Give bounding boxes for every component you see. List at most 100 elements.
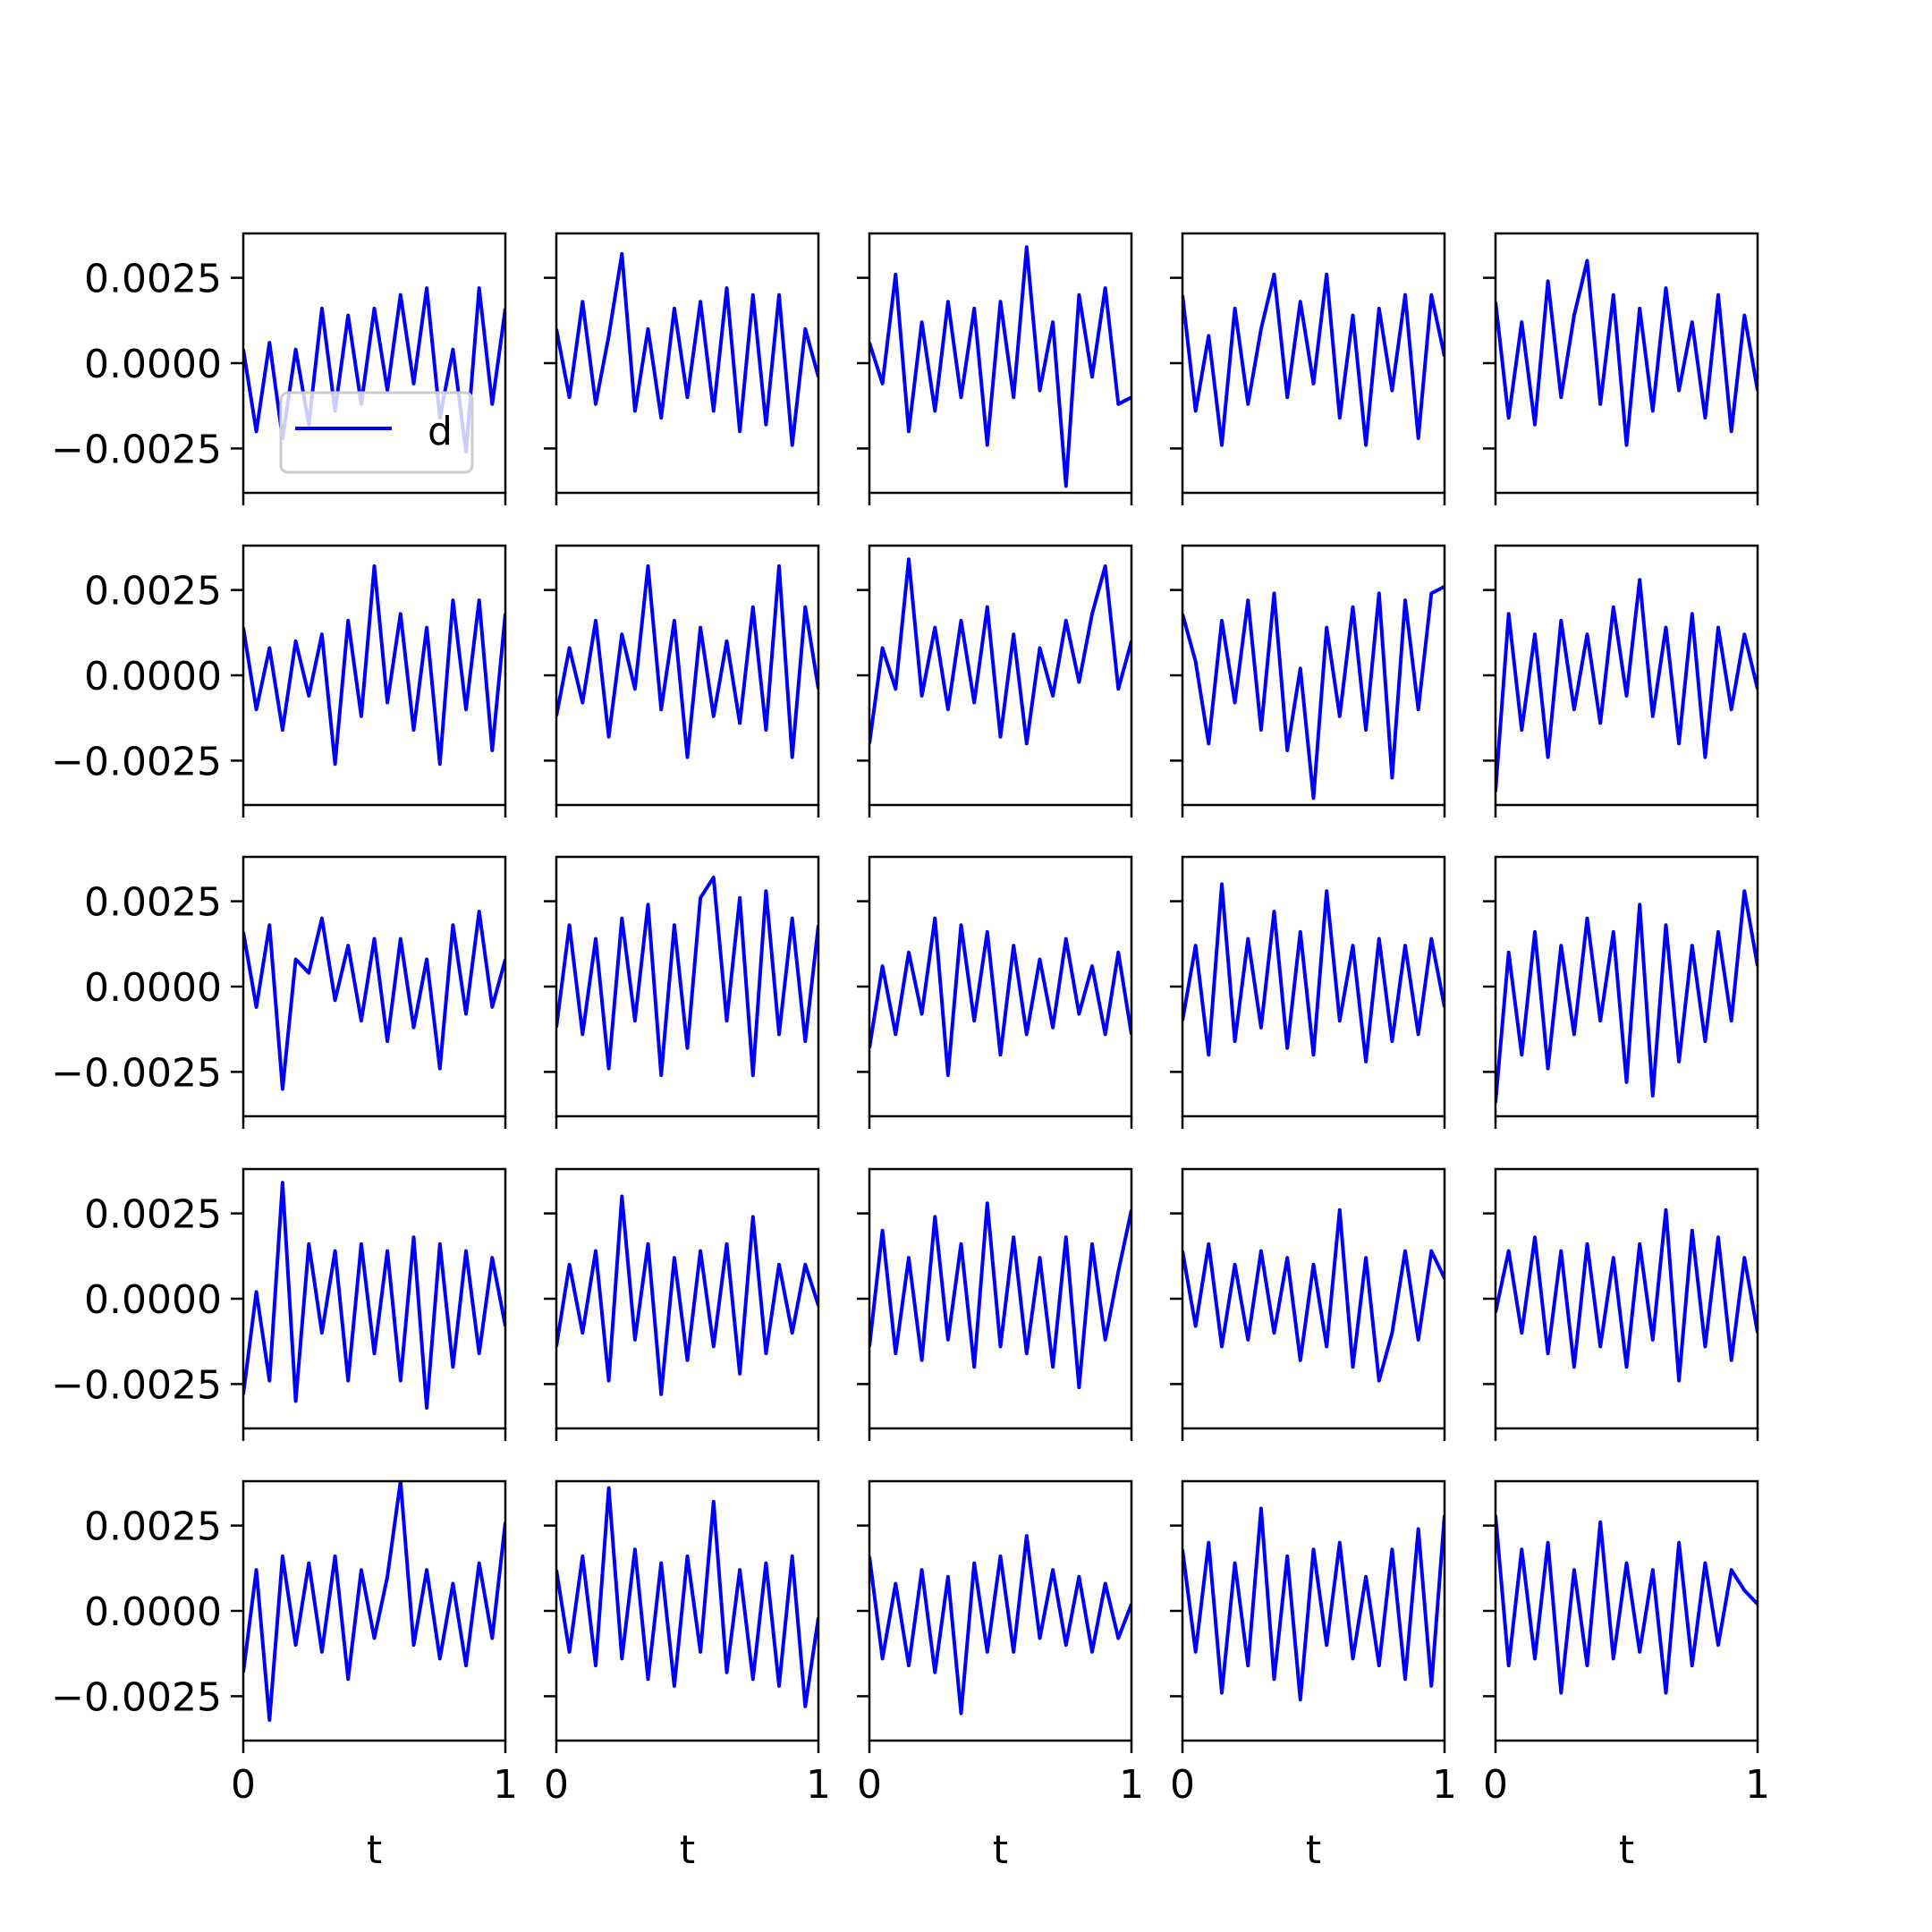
subplot-r3-c4 bbox=[1170, 855, 1446, 1129]
axes-frame bbox=[868, 232, 1133, 495]
series-line-d bbox=[556, 1486, 818, 1708]
series-line-d bbox=[869, 245, 1131, 488]
y-tick-label: 0.0000 bbox=[84, 1589, 222, 1635]
series-line-d bbox=[1496, 578, 1758, 792]
legend: d bbox=[279, 391, 474, 474]
subplot-r4-c2 bbox=[544, 1167, 820, 1441]
axes-frame bbox=[868, 544, 1133, 807]
x-axis-label: t bbox=[993, 1827, 1008, 1873]
subplot-r1-c5 bbox=[1483, 232, 1759, 505]
subplot-r4-c3 bbox=[857, 1167, 1133, 1441]
axes-frame bbox=[1181, 232, 1446, 495]
x-tick-label: 1 bbox=[1745, 1762, 1770, 1808]
series-line-d bbox=[243, 910, 505, 1091]
series-line-d bbox=[243, 1481, 505, 1723]
x-tick-label: 0 bbox=[857, 1762, 882, 1808]
axes-frame bbox=[868, 1479, 1133, 1742]
subplot-r3-c3 bbox=[857, 855, 1133, 1129]
axes-frame bbox=[1494, 1479, 1759, 1742]
subplot-r5-c3: 0 1 t bbox=[857, 1479, 1144, 1873]
series-line-d bbox=[869, 1534, 1131, 1716]
x-tick-label: 0 bbox=[544, 1762, 569, 1808]
axes-frame bbox=[1494, 544, 1759, 807]
legend-label-d: d bbox=[428, 409, 453, 454]
y-tick-label: 0.0025 bbox=[84, 1192, 222, 1238]
series-line-d bbox=[1182, 1506, 1445, 1702]
x-axis-label: t bbox=[680, 1827, 695, 1873]
series-line-d bbox=[243, 1181, 505, 1411]
x-tick-label: 1 bbox=[806, 1762, 831, 1808]
subplot-r2-c3 bbox=[857, 544, 1133, 818]
subplot-r4-c5 bbox=[1483, 1167, 1759, 1441]
y-tick-label: 0.0000 bbox=[84, 965, 222, 1011]
series-line-d bbox=[556, 564, 818, 759]
subplot-r5-c5: 0 1 t bbox=[1483, 1479, 1770, 1873]
x-tick-label: 1 bbox=[493, 1762, 518, 1808]
x-axis-label: t bbox=[1619, 1827, 1634, 1873]
x-tick-label: 0 bbox=[231, 1762, 256, 1808]
subplot-r3-c5 bbox=[1483, 855, 1759, 1129]
y-tick-label: 0.0025 bbox=[84, 880, 222, 926]
series-line-d bbox=[869, 1201, 1131, 1390]
series-line-d bbox=[1182, 272, 1445, 447]
subplot-r1-c2 bbox=[544, 232, 820, 505]
series-line-d bbox=[243, 564, 505, 767]
subplot-r5-c2: 0 1 t bbox=[544, 1479, 831, 1873]
series-line-d bbox=[1496, 1208, 1758, 1383]
subplot-grid: 0.00250.0000−0.00250.00250.0000−0.00250.… bbox=[51, 232, 1770, 1873]
series-line-d bbox=[1182, 585, 1445, 801]
series-line-d bbox=[1496, 889, 1758, 1103]
y-tick-label: −0.0025 bbox=[51, 1674, 222, 1720]
y-tick-label: 0.0000 bbox=[84, 654, 222, 699]
axes-frame bbox=[868, 1167, 1133, 1430]
axes-frame bbox=[1494, 1167, 1759, 1430]
series-line-d bbox=[1182, 1208, 1445, 1383]
subplot-r1-c3 bbox=[857, 232, 1133, 505]
y-tick-label: −0.0025 bbox=[51, 739, 222, 784]
axes-frame bbox=[555, 855, 820, 1118]
x-tick-label: 0 bbox=[1483, 1762, 1508, 1808]
axes-frame bbox=[1181, 1167, 1446, 1430]
axes-frame bbox=[555, 232, 820, 495]
series-line-d bbox=[869, 916, 1131, 1078]
subplot-r1-c4 bbox=[1170, 232, 1446, 505]
x-tick-label: 1 bbox=[1119, 1762, 1144, 1808]
y-tick-label: 0.0025 bbox=[84, 1504, 222, 1550]
y-tick-label: −0.0025 bbox=[51, 1362, 222, 1408]
axes-frame bbox=[1181, 544, 1446, 807]
subplot-r4-c4 bbox=[1170, 1167, 1446, 1441]
axes-frame bbox=[1181, 1479, 1446, 1742]
legend-frame bbox=[279, 391, 474, 474]
series-line-d bbox=[556, 1194, 818, 1396]
series-line-d bbox=[1496, 258, 1758, 447]
subplot-r3-c2 bbox=[544, 855, 820, 1129]
y-tick-label: 0.0000 bbox=[84, 342, 222, 387]
subplot-r1-c1: 0.0025 0.0000 −0.0025 bbox=[51, 232, 507, 505]
subplot-r2-c1: 0.0025 0.0000 −0.0025 bbox=[51, 544, 507, 818]
x-axis-label: t bbox=[1306, 1827, 1321, 1873]
x-axis-label: t bbox=[367, 1827, 382, 1873]
axes-frame bbox=[555, 1167, 820, 1430]
axes-frame bbox=[555, 1479, 820, 1742]
subplot-r2-c4 bbox=[1170, 544, 1446, 818]
series-line-d bbox=[556, 251, 818, 447]
y-tick-label: 0.0000 bbox=[84, 1277, 222, 1323]
y-tick-label: 0.0025 bbox=[84, 569, 222, 614]
axes-frame bbox=[242, 1479, 507, 1742]
series-line-d bbox=[1182, 882, 1445, 1063]
series-line-d bbox=[1496, 1515, 1758, 1695]
subplot-r5-c4: 0 1 t bbox=[1170, 1479, 1457, 1873]
subplot-r4-c1: 0.0025 0.0000 −0.0025 bbox=[51, 1167, 507, 1441]
subplot-r2-c5 bbox=[1483, 544, 1759, 818]
series-line-d bbox=[556, 875, 818, 1078]
y-tick-label: 0.0025 bbox=[84, 257, 222, 302]
y-tick-label: −0.0025 bbox=[51, 427, 222, 472]
axes-frame bbox=[868, 855, 1133, 1118]
subplot-r3-c1: 0.0025 0.0000 −0.0025 bbox=[51, 855, 507, 1129]
x-tick-label: 1 bbox=[1432, 1762, 1457, 1808]
y-tick-label: −0.0025 bbox=[51, 1050, 222, 1096]
series-line-d bbox=[869, 557, 1131, 746]
subplot-r2-c2 bbox=[544, 544, 820, 818]
